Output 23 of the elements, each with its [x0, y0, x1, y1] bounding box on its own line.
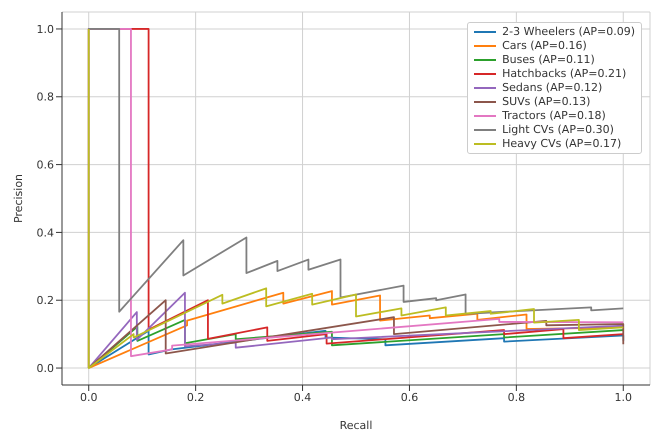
x-axis-title: Recall — [340, 419, 372, 432]
y-tick-label: 0.0 — [36, 362, 54, 375]
y-tick-label: 0.8 — [36, 90, 54, 104]
y-tick-label: 0.2 — [36, 294, 54, 308]
x-tick-label: 0.6 — [400, 390, 418, 404]
legend-label: SUVs (AP=0.13) — [502, 95, 590, 109]
legend-label: Sedans (AP=0.12) — [502, 81, 602, 95]
x-tick-label: 0.2 — [186, 390, 204, 404]
legend-label: Hatchbacks (AP=0.21) — [502, 67, 626, 81]
legend-label: Tractors (AP=0.18) — [502, 109, 606, 123]
x-tick-label: 0.0 — [80, 390, 98, 404]
y-tick-label: 0.4 — [36, 226, 54, 240]
legend-label: Light CVs (AP=0.30) — [502, 123, 614, 137]
legend-label: Heavy CVs (AP=0.17) — [502, 137, 622, 151]
legend-label: Buses (AP=0.11) — [502, 53, 595, 67]
x-tick-label: 0.4 — [294, 390, 312, 404]
legend-label: Cars (AP=0.16) — [502, 39, 587, 53]
x-tick-label: 1.0 — [614, 390, 632, 404]
y-tick-label: 1.0 — [36, 22, 54, 36]
x-tick-label: 0.8 — [508, 390, 526, 404]
legend-label: 2-3 Wheelers (AP=0.09) — [502, 25, 635, 39]
y-axis-title: Precision — [12, 174, 25, 224]
y-tick-label: 0.6 — [36, 158, 54, 172]
